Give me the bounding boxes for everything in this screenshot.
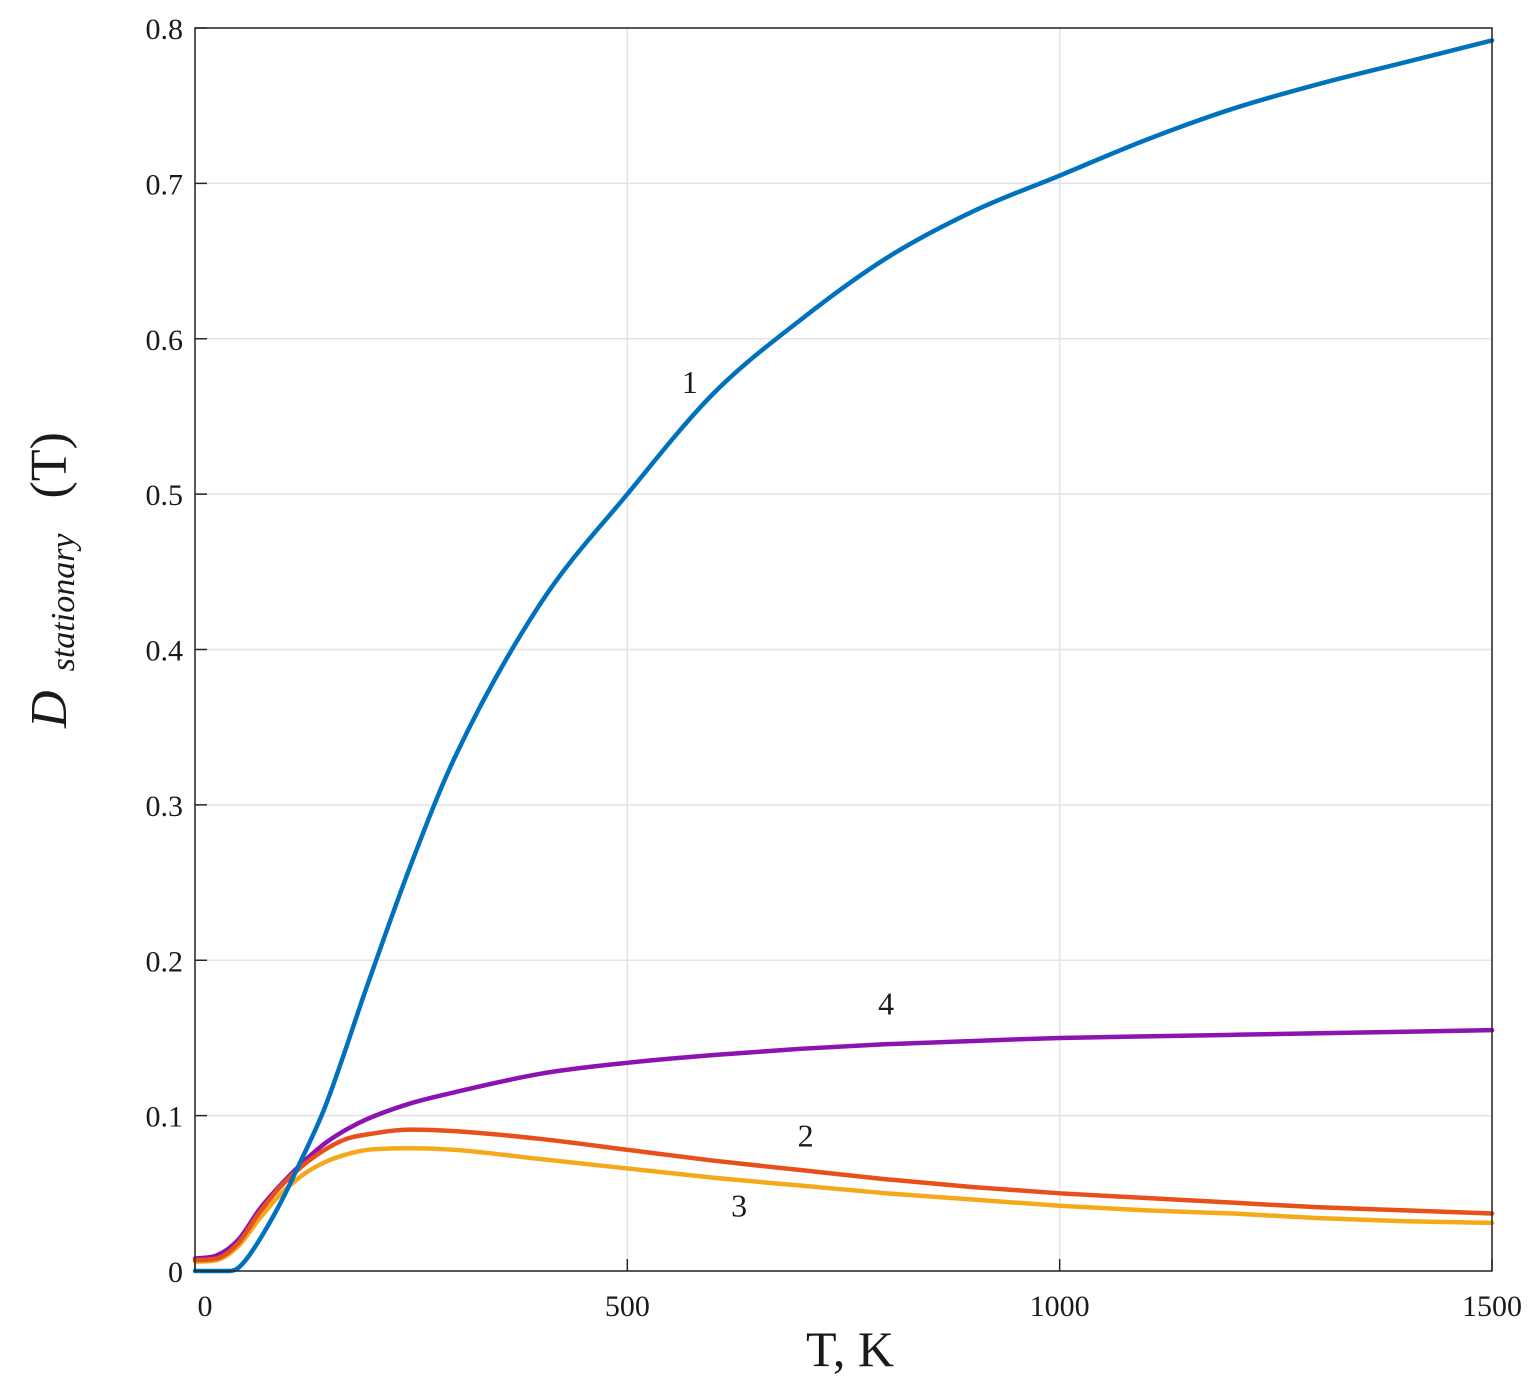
y-tick-label: 0 [168,1256,183,1289]
x-tick-label: 0 [198,1290,213,1323]
series-line-3 [192,1146,1495,1264]
axis-ticks: 0 500 1000 1500 0 0.1 0.2 0.3 0.4 0.5 0.6 0.7 0.8 [146,13,1523,1323]
x-tick-label: 1500 [1462,1290,1522,1323]
series-line-2 [192,1127,1495,1263]
curve-labels: 1 2 3 4 [682,364,894,1223]
y-tick-label: 0.4 [146,635,184,668]
y-axis-title: D stationary (T) [21,432,86,729]
y-tick-label: 0.8 [146,13,184,46]
x-tick-label: 1000 [1030,1290,1090,1323]
y-tick-label: 0.5 [146,479,184,512]
y-axis-title-main: D [21,690,78,729]
y-axis-title-suffix: (T) [21,432,78,498]
plot-frame [194,27,1493,1272]
grid [194,27,1493,1272]
y-axis-title-subscript: stationary [45,533,82,672]
series-line-1 [192,38,1495,1274]
y-tick-label: 0.3 [146,790,184,823]
y-tick-label: 0.6 [146,324,184,357]
y-tick-label: 0.1 [146,1101,184,1134]
curve-label-3: 3 [731,1188,747,1224]
curves [192,38,1495,1274]
curve-label-4: 4 [878,986,894,1022]
curve-label-2: 2 [798,1118,814,1154]
x-tick-label: 500 [605,1290,650,1323]
y-tick-label: 0.7 [146,168,184,201]
x-axis-title: T, K [806,1321,894,1377]
curve-label-1: 1 [682,364,698,400]
y-tick-label: 0.2 [146,945,184,978]
